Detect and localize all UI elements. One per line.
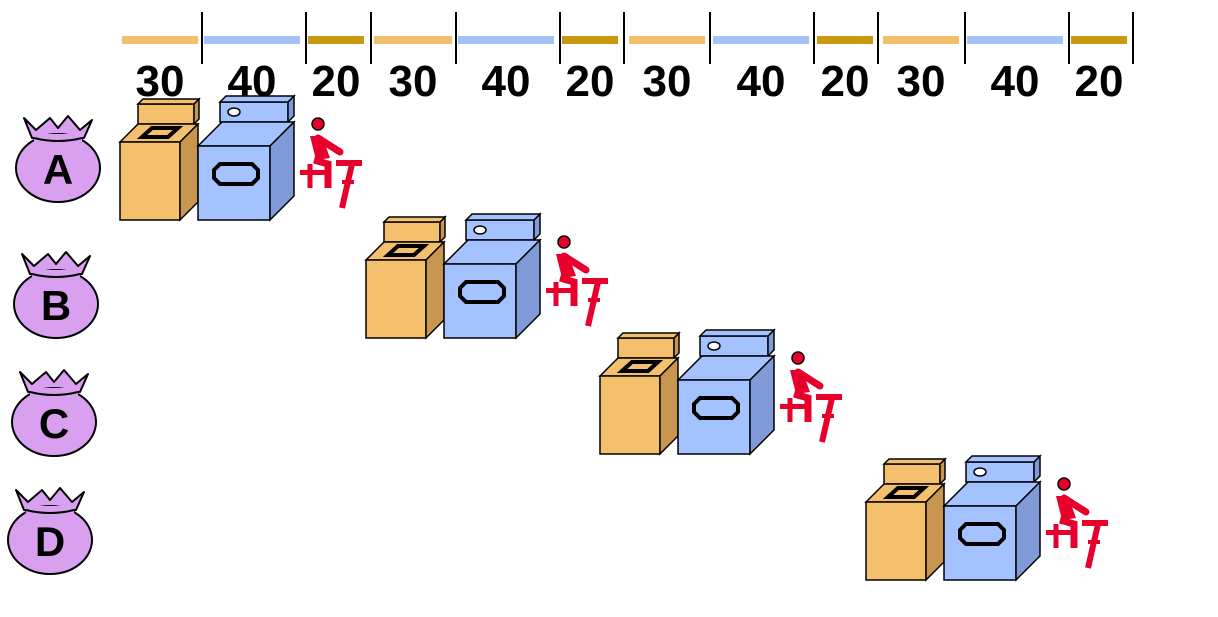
dryer-icon xyxy=(442,212,542,340)
folding-person-icon xyxy=(300,117,362,209)
timeline-bar-wash xyxy=(629,36,705,44)
dryer-door xyxy=(212,162,260,186)
washer-icon xyxy=(598,331,681,456)
laundry-bag-icon: D xyxy=(7,487,93,575)
timeline-duration-label: 40 xyxy=(737,57,786,106)
dryer-icon xyxy=(196,94,296,222)
timeline-duration-label: 30 xyxy=(897,57,946,106)
dryer-icon xyxy=(676,328,776,456)
load-row-c: C xyxy=(11,328,842,457)
timeline-bar-dry xyxy=(713,36,809,44)
load-row-d: D xyxy=(7,454,1108,582)
timeline-duration-label: 20 xyxy=(312,57,361,106)
timeline-bar-dry xyxy=(458,36,554,44)
load-row-b: B xyxy=(13,212,608,340)
timeline-bar-dry xyxy=(967,36,1063,44)
timeline-duration-label: 40 xyxy=(482,57,531,106)
folding-person-icon xyxy=(780,351,842,443)
dryer-door xyxy=(692,396,740,420)
timeline-duration-label: 20 xyxy=(1075,57,1124,106)
timeline-duration-label: 30 xyxy=(389,57,438,106)
washer-icon xyxy=(118,97,201,222)
timeline-bar-fold xyxy=(562,36,618,44)
load-label: B xyxy=(41,282,71,329)
dryer-door xyxy=(958,522,1006,546)
load-label: C xyxy=(39,400,69,447)
timeline-bar-fold xyxy=(817,36,873,44)
timeline-duration-label: 30 xyxy=(136,57,185,106)
load-label: A xyxy=(43,146,73,193)
timeline-bar-fold xyxy=(308,36,364,44)
timeline-duration-label: 40 xyxy=(991,57,1040,106)
laundry-bag-icon: C xyxy=(11,369,97,457)
washer-icon xyxy=(864,457,947,582)
timeline-duration-label: 20 xyxy=(821,57,870,106)
timeline-bar-dry xyxy=(204,36,300,44)
folding-person-icon xyxy=(546,235,608,327)
timeline-bar-wash xyxy=(122,36,198,44)
laundry-bag-icon: B xyxy=(13,251,99,339)
timeline-bar-fold xyxy=(1071,36,1127,44)
washer-icon xyxy=(364,215,447,340)
load-label: D xyxy=(35,518,65,565)
laundry-bag-icon: A xyxy=(15,115,101,203)
timeline-duration-label: 30 xyxy=(643,57,692,106)
timeline: 30 40 20 30 40 20 30 40 20 30 40 20 xyxy=(122,12,1134,106)
folding-person-icon xyxy=(1046,477,1108,569)
timeline-duration-label: 20 xyxy=(566,57,615,106)
dryer-icon xyxy=(942,454,1042,582)
timeline-bar-wash xyxy=(883,36,959,44)
load-row-a: A xyxy=(15,94,362,222)
dryer-door xyxy=(458,280,506,304)
timeline-bar-wash xyxy=(374,36,452,44)
